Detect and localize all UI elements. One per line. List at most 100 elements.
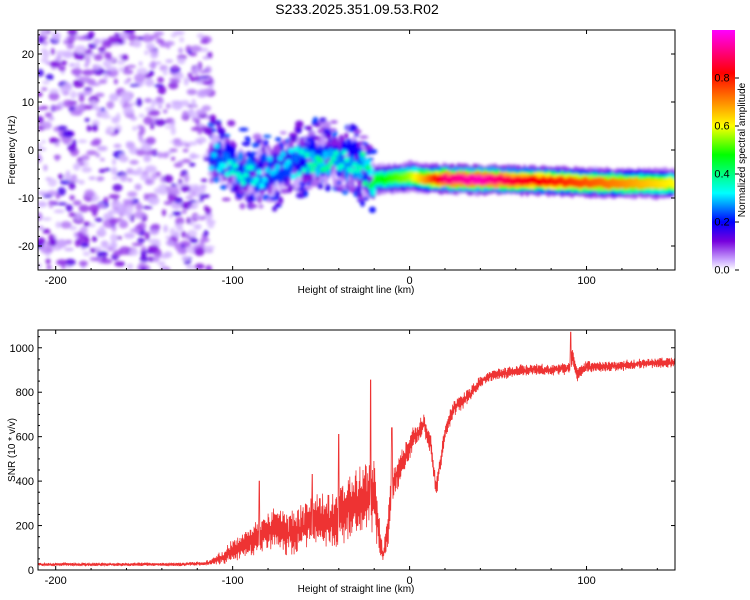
- noise-speckle: [164, 125, 176, 129]
- noise-speckle: [116, 59, 126, 65]
- noise-speckle: [42, 194, 53, 198]
- tone-ridge: [314, 166, 321, 177]
- noise-speckle: [58, 65, 66, 72]
- noise-speckle: [98, 51, 105, 55]
- noise-speckle: [150, 122, 155, 130]
- noise-speckle: [127, 178, 133, 182]
- tone-ridge: [306, 161, 313, 168]
- noise-speckle: [142, 205, 153, 210]
- spectrogram-image: [38, 30, 675, 270]
- noise-speckle: [173, 138, 182, 143]
- noise-speckle: [75, 75, 83, 79]
- spectral-energy: [257, 196, 262, 204]
- noise-speckle: [106, 126, 115, 133]
- noise-speckle: [202, 56, 209, 60]
- noise-speckle: [148, 196, 160, 206]
- spectral-energy: [280, 188, 289, 194]
- noise-speckle: [110, 233, 118, 243]
- noise-speckle: [122, 199, 135, 203]
- y-tick-label: 20: [22, 49, 34, 61]
- noise-speckle: [79, 226, 88, 234]
- noise-speckle: [180, 247, 187, 255]
- noise-speckle: [69, 195, 75, 201]
- noise-speckle: [128, 33, 137, 42]
- noise-speckle: [40, 57, 49, 64]
- tone-ridge: [341, 149, 348, 156]
- noise-speckle: [178, 222, 183, 230]
- noise-speckle: [93, 246, 103, 251]
- noise-speckle: [184, 232, 190, 239]
- noise-speckle: [49, 60, 62, 68]
- tone-ridge: [349, 167, 356, 174]
- noise-speckle: [165, 235, 172, 240]
- spectral-energy: [220, 184, 228, 190]
- noise-speckle: [75, 61, 80, 70]
- noise-speckle: [111, 166, 118, 176]
- noise-speckle: [170, 100, 183, 105]
- tone-ridge: [351, 140, 358, 156]
- noise-speckle: [145, 42, 155, 51]
- noise-speckle: [100, 258, 113, 265]
- noise-speckle: [122, 103, 133, 107]
- noise-speckle: [203, 205, 209, 211]
- noise-speckle: [78, 94, 85, 103]
- noise-speckle: [98, 168, 106, 174]
- noise-speckle: [168, 81, 179, 90]
- tone-ridge: [357, 164, 363, 171]
- noise-speckle: [113, 143, 122, 149]
- spectral-energy: [295, 120, 304, 128]
- noise-speckle: [88, 30, 95, 39]
- noise-speckle: [171, 156, 176, 161]
- noise-speckle: [62, 99, 74, 108]
- tone-ridge: [298, 149, 305, 155]
- noise-speckle: [170, 126, 176, 136]
- noise-speckle: [134, 73, 146, 83]
- noise-speckle: [126, 204, 134, 214]
- noise-speckle: [77, 139, 88, 144]
- noise-speckle: [154, 119, 166, 127]
- noise-speckle: [62, 130, 74, 138]
- noise-speckle: [84, 63, 89, 68]
- noise-speckle: [66, 43, 75, 50]
- noise-speckle: [181, 209, 187, 214]
- noise-speckle: [127, 191, 138, 198]
- noise-speckle: [200, 89, 213, 95]
- colorbar: 0.0 0.2 0.4 0.6 0.8 Normalized spectral ampl…: [712, 30, 748, 277]
- noise-speckle: [97, 202, 106, 209]
- noise-speckle: [123, 106, 135, 116]
- noise-speckle: [185, 195, 194, 200]
- noise-speckle: [41, 87, 48, 91]
- noise-speckle: [149, 228, 160, 236]
- y-tick-label: 0: [28, 565, 34, 577]
- noise-speckle: [41, 139, 46, 144]
- tone-ridge: [351, 162, 358, 168]
- noise-speckle: [157, 151, 163, 159]
- noise-speckle: [199, 238, 206, 245]
- tone-ridge: [240, 179, 247, 186]
- noise-speckle: [116, 112, 121, 122]
- noise-speckle: [171, 80, 181, 83]
- noise-speckle: [143, 98, 153, 103]
- noise-speckle: [148, 244, 159, 252]
- snr-panel: -200 -100 0 100 0 200 400 600 800 1000 Height of…: [7, 329, 676, 595]
- noise-speckle: [123, 66, 129, 70]
- noise-speckle: [136, 97, 143, 107]
- noise-speckle: [136, 149, 146, 156]
- noise-speckle: [158, 105, 163, 109]
- spectrogram-y-axis: -20 -10 0 10 20: [18, 34, 675, 266]
- noise-speckle: [119, 153, 126, 162]
- noise-speckle: [174, 197, 183, 204]
- noise-speckle: [150, 173, 158, 180]
- noise-speckle: [112, 176, 119, 181]
- noise-speckle: [145, 78, 154, 87]
- noise-speckle: [97, 251, 109, 257]
- tone-ridge: [242, 172, 249, 178]
- spectral-energy: [239, 202, 246, 210]
- noise-speckle: [161, 209, 167, 217]
- noise-speckle: [78, 103, 87, 112]
- y-tick-label: 200: [16, 521, 34, 533]
- noise-speckle: [69, 225, 77, 231]
- spectral-energy: [278, 196, 284, 205]
- noise-speckle: [119, 174, 128, 182]
- spectral-energy: [314, 123, 322, 128]
